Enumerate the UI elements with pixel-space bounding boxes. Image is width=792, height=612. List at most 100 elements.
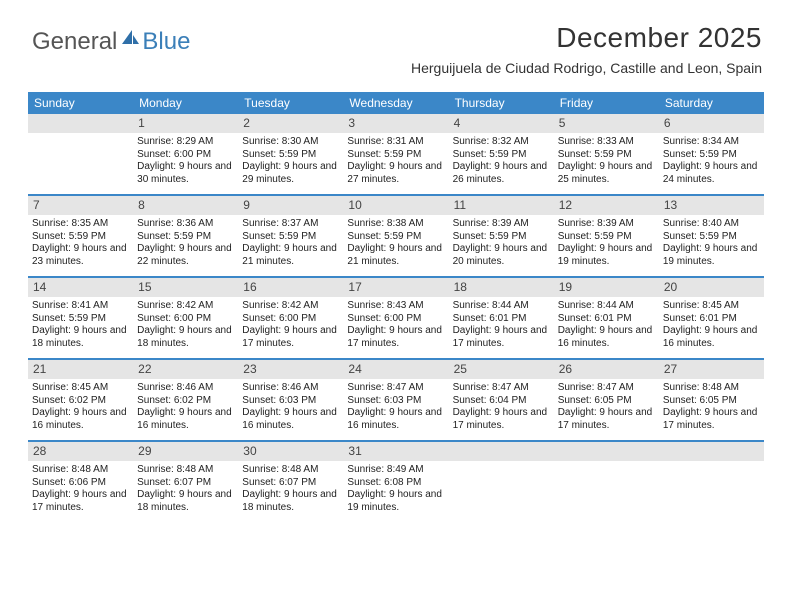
day-details: Sunrise: 8:49 AMSunset: 6:08 PMDaylight:…	[343, 461, 448, 520]
daylight-text: Daylight: 9 hours and 27 minutes.	[347, 161, 444, 186]
day-details: Sunrise: 8:34 AMSunset: 5:59 PMDaylight:…	[659, 133, 764, 192]
sunrise-text: Sunrise: 8:38 AM	[347, 218, 444, 231]
weekday-header: Thursday	[449, 92, 554, 114]
calendar-day-cell: 7Sunrise: 8:35 AMSunset: 5:59 PMDaylight…	[28, 196, 133, 276]
calendar-day-cell: 12Sunrise: 8:39 AMSunset: 5:59 PMDayligh…	[554, 196, 659, 276]
daylight-text: Daylight: 9 hours and 17 minutes.	[453, 325, 550, 350]
sunrise-text: Sunrise: 8:44 AM	[558, 300, 655, 313]
daylight-text: Daylight: 9 hours and 16 minutes.	[32, 407, 129, 432]
day-details: Sunrise: 8:47 AMSunset: 6:04 PMDaylight:…	[449, 379, 554, 438]
calendar-day-cell: 16Sunrise: 8:42 AMSunset: 6:00 PMDayligh…	[238, 278, 343, 358]
sunset-text: Sunset: 5:59 PM	[137, 231, 234, 244]
daylight-text: Daylight: 9 hours and 17 minutes.	[558, 407, 655, 432]
day-details: Sunrise: 8:45 AMSunset: 6:02 PMDaylight:…	[28, 379, 133, 438]
sunrise-text: Sunrise: 8:32 AM	[453, 136, 550, 149]
sunset-text: Sunset: 6:01 PM	[663, 313, 760, 326]
sunset-text: Sunset: 5:59 PM	[347, 231, 444, 244]
daylight-text: Daylight: 9 hours and 19 minutes.	[663, 243, 760, 268]
sunset-text: Sunset: 6:06 PM	[32, 477, 129, 490]
daylight-text: Daylight: 9 hours and 16 minutes.	[137, 407, 234, 432]
day-number: 9	[238, 196, 343, 215]
daylight-text: Daylight: 9 hours and 18 minutes.	[137, 325, 234, 350]
sunrise-text: Sunrise: 8:47 AM	[347, 382, 444, 395]
sunrise-text: Sunrise: 8:48 AM	[242, 464, 339, 477]
daylight-text: Daylight: 9 hours and 21 minutes.	[242, 243, 339, 268]
calendar-day-cell: 13Sunrise: 8:40 AMSunset: 5:59 PMDayligh…	[659, 196, 764, 276]
logo-sail-icon	[120, 25, 140, 53]
calendar-day-cell: 11Sunrise: 8:39 AMSunset: 5:59 PMDayligh…	[449, 196, 554, 276]
daylight-text: Daylight: 9 hours and 25 minutes.	[558, 161, 655, 186]
sunset-text: Sunset: 6:02 PM	[32, 395, 129, 408]
daylight-text: Daylight: 9 hours and 26 minutes.	[453, 161, 550, 186]
day-details: Sunrise: 8:36 AMSunset: 5:59 PMDaylight:…	[133, 215, 238, 274]
day-number: 11	[449, 196, 554, 215]
sunrise-text: Sunrise: 8:29 AM	[137, 136, 234, 149]
daylight-text: Daylight: 9 hours and 22 minutes.	[137, 243, 234, 268]
day-details: Sunrise: 8:48 AMSunset: 6:07 PMDaylight:…	[133, 461, 238, 520]
sunrise-text: Sunrise: 8:37 AM	[242, 218, 339, 231]
sunset-text: Sunset: 6:00 PM	[242, 313, 339, 326]
daylight-text: Daylight: 9 hours and 17 minutes.	[453, 407, 550, 432]
sunset-text: Sunset: 5:59 PM	[32, 313, 129, 326]
sunrise-text: Sunrise: 8:33 AM	[558, 136, 655, 149]
day-details: Sunrise: 8:38 AMSunset: 5:59 PMDaylight:…	[343, 215, 448, 274]
day-number: 19	[554, 278, 659, 297]
day-number	[449, 442, 554, 461]
weekday-header-row: SundayMondayTuesdayWednesdayThursdayFrid…	[28, 92, 764, 114]
sunrise-text: Sunrise: 8:46 AM	[242, 382, 339, 395]
day-number: 31	[343, 442, 448, 461]
day-details: Sunrise: 8:48 AMSunset: 6:07 PMDaylight:…	[238, 461, 343, 520]
day-details: Sunrise: 8:32 AMSunset: 5:59 PMDaylight:…	[449, 133, 554, 192]
day-details: Sunrise: 8:35 AMSunset: 5:59 PMDaylight:…	[28, 215, 133, 274]
day-details: Sunrise: 8:37 AMSunset: 5:59 PMDaylight:…	[238, 215, 343, 274]
sunrise-text: Sunrise: 8:42 AM	[137, 300, 234, 313]
month-title: December 2025	[411, 22, 762, 54]
day-number: 10	[343, 196, 448, 215]
daylight-text: Daylight: 9 hours and 24 minutes.	[663, 161, 760, 186]
daylight-text: Daylight: 9 hours and 16 minutes.	[663, 325, 760, 350]
calendar-day-cell: 8Sunrise: 8:36 AMSunset: 5:59 PMDaylight…	[133, 196, 238, 276]
sunset-text: Sunset: 6:03 PM	[242, 395, 339, 408]
day-number	[554, 442, 659, 461]
sunrise-text: Sunrise: 8:35 AM	[32, 218, 129, 231]
sunset-text: Sunset: 6:00 PM	[347, 313, 444, 326]
daylight-text: Daylight: 9 hours and 16 minutes.	[558, 325, 655, 350]
day-number: 18	[449, 278, 554, 297]
day-number: 6	[659, 114, 764, 133]
sunrise-text: Sunrise: 8:47 AM	[558, 382, 655, 395]
weekday-header: Tuesday	[238, 92, 343, 114]
sunrise-text: Sunrise: 8:45 AM	[32, 382, 129, 395]
logo-text-1: General	[32, 28, 117, 56]
calendar-week-row: 1Sunrise: 8:29 AMSunset: 6:00 PMDaylight…	[28, 114, 764, 194]
sunset-text: Sunset: 6:00 PM	[137, 149, 234, 162]
calendar-day-cell: 1Sunrise: 8:29 AMSunset: 6:00 PMDaylight…	[133, 114, 238, 194]
day-details: Sunrise: 8:31 AMSunset: 5:59 PMDaylight:…	[343, 133, 448, 192]
sunrise-text: Sunrise: 8:30 AM	[242, 136, 339, 149]
sunrise-text: Sunrise: 8:36 AM	[137, 218, 234, 231]
daylight-text: Daylight: 9 hours and 23 minutes.	[32, 243, 129, 268]
daylight-text: Daylight: 9 hours and 16 minutes.	[347, 407, 444, 432]
daylight-text: Daylight: 9 hours and 18 minutes.	[242, 489, 339, 514]
daylight-text: Daylight: 9 hours and 19 minutes.	[347, 489, 444, 514]
daylight-text: Daylight: 9 hours and 18 minutes.	[32, 325, 129, 350]
sunrise-text: Sunrise: 8:40 AM	[663, 218, 760, 231]
sunset-text: Sunset: 5:59 PM	[558, 149, 655, 162]
day-number: 13	[659, 196, 764, 215]
day-details: Sunrise: 8:30 AMSunset: 5:59 PMDaylight:…	[238, 133, 343, 192]
day-details: Sunrise: 8:46 AMSunset: 6:02 PMDaylight:…	[133, 379, 238, 438]
day-number: 21	[28, 360, 133, 379]
day-number: 4	[449, 114, 554, 133]
weekday-header: Wednesday	[343, 92, 448, 114]
day-details: Sunrise: 8:42 AMSunset: 6:00 PMDaylight:…	[133, 297, 238, 356]
sunset-text: Sunset: 6:01 PM	[558, 313, 655, 326]
calendar-day-cell: 10Sunrise: 8:38 AMSunset: 5:59 PMDayligh…	[343, 196, 448, 276]
day-details: Sunrise: 8:44 AMSunset: 6:01 PMDaylight:…	[554, 297, 659, 356]
sunset-text: Sunset: 6:05 PM	[663, 395, 760, 408]
calendar-week-row: 7Sunrise: 8:35 AMSunset: 5:59 PMDaylight…	[28, 194, 764, 276]
weekday-header: Monday	[133, 92, 238, 114]
sunrise-text: Sunrise: 8:42 AM	[242, 300, 339, 313]
calendar-day-cell	[659, 442, 764, 522]
day-number: 17	[343, 278, 448, 297]
sunset-text: Sunset: 6:07 PM	[137, 477, 234, 490]
sunset-text: Sunset: 6:08 PM	[347, 477, 444, 490]
